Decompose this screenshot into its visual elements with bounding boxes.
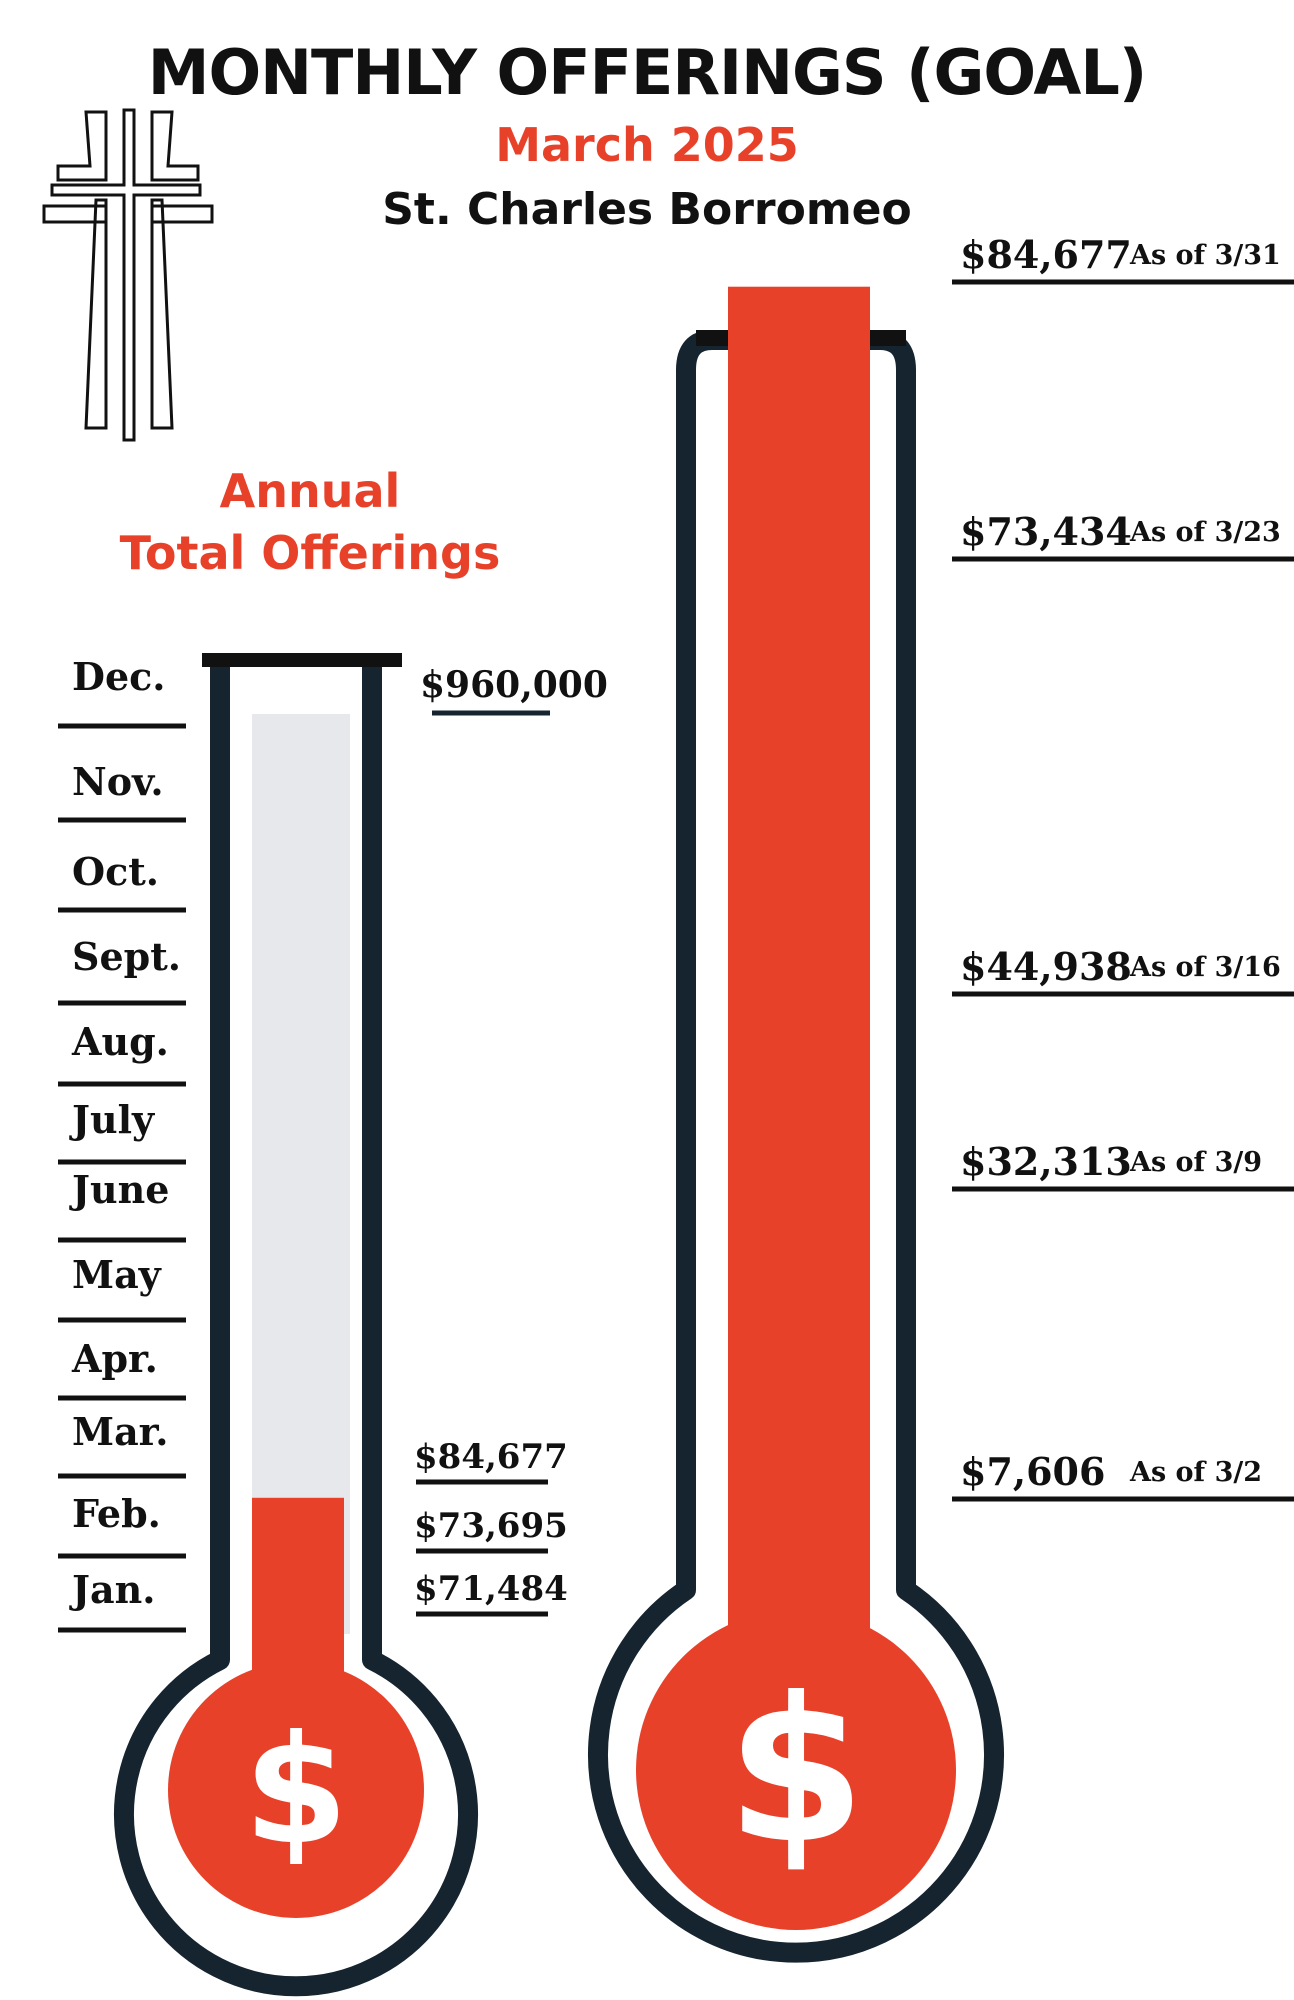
dollar-sign-icon: $ [244, 1704, 348, 1878]
cross-icon [42, 108, 214, 442]
month-label: Oct. [72, 849, 159, 894]
goal-label: $960,000 [420, 664, 608, 706]
monthly-total-label: $84,677 [414, 1437, 568, 1477]
weekly-amount-label: $84,677 [960, 232, 1132, 277]
annual-heading: Annual Total Offerings [95, 460, 525, 584]
annual-heading-line2: Total Offerings [119, 526, 501, 580]
month-label: Sept. [72, 934, 181, 979]
month-label: Dec. [72, 654, 166, 699]
weekly-date-label: As of 3/16 [1129, 952, 1281, 983]
monthly-total-label: $73,695 [414, 1506, 568, 1546]
weekly-amount-label: $32,313 [960, 1139, 1132, 1184]
weekly-date-label: As of 3/23 [1129, 517, 1281, 548]
page-subtitle: March 2025 [495, 118, 799, 172]
month-label: Jan. [69, 1567, 155, 1612]
page-title: MONTHLY OFFERINGS (GOAL) [147, 36, 1148, 109]
weekly-amount-label: $73,434 [960, 509, 1132, 554]
annual-fill [252, 1497, 344, 1676]
month-label: May [72, 1252, 162, 1297]
weekly-date-label: As of 3/2 [1129, 1457, 1262, 1488]
weekly-amount-label: $44,938 [960, 944, 1132, 989]
parish-name: St. Charles Borromeo [382, 184, 912, 235]
month-label: Mar. [72, 1409, 168, 1454]
monthly-fill [728, 286, 870, 1673]
month-label: July [69, 1097, 155, 1142]
monthly-total-label: $71,484 [414, 1569, 568, 1609]
annual-heading-line1: Annual [219, 464, 401, 518]
weekly-date-label: As of 3/31 [1129, 240, 1281, 271]
annual-bulb [168, 1662, 424, 1918]
annual-empty-fill [252, 714, 350, 1634]
month-label: June [69, 1167, 169, 1212]
annual-thermometer: $ Dec. Nov. Oct. Sept. Aug. July June May Apr. Ma… [58, 653, 608, 1997]
monthly-bulb [636, 1610, 956, 1930]
month-label: Feb. [72, 1491, 161, 1536]
month-label: Apr. [71, 1336, 158, 1381]
weekly-date-label: As of 3/9 [1129, 1147, 1262, 1178]
month-label: Nov. [72, 759, 164, 804]
month-label: Aug. [71, 1019, 169, 1064]
weekly-amount-label: $7,606 [960, 1449, 1105, 1494]
dollar-sign-icon: $ [726, 1655, 865, 1888]
